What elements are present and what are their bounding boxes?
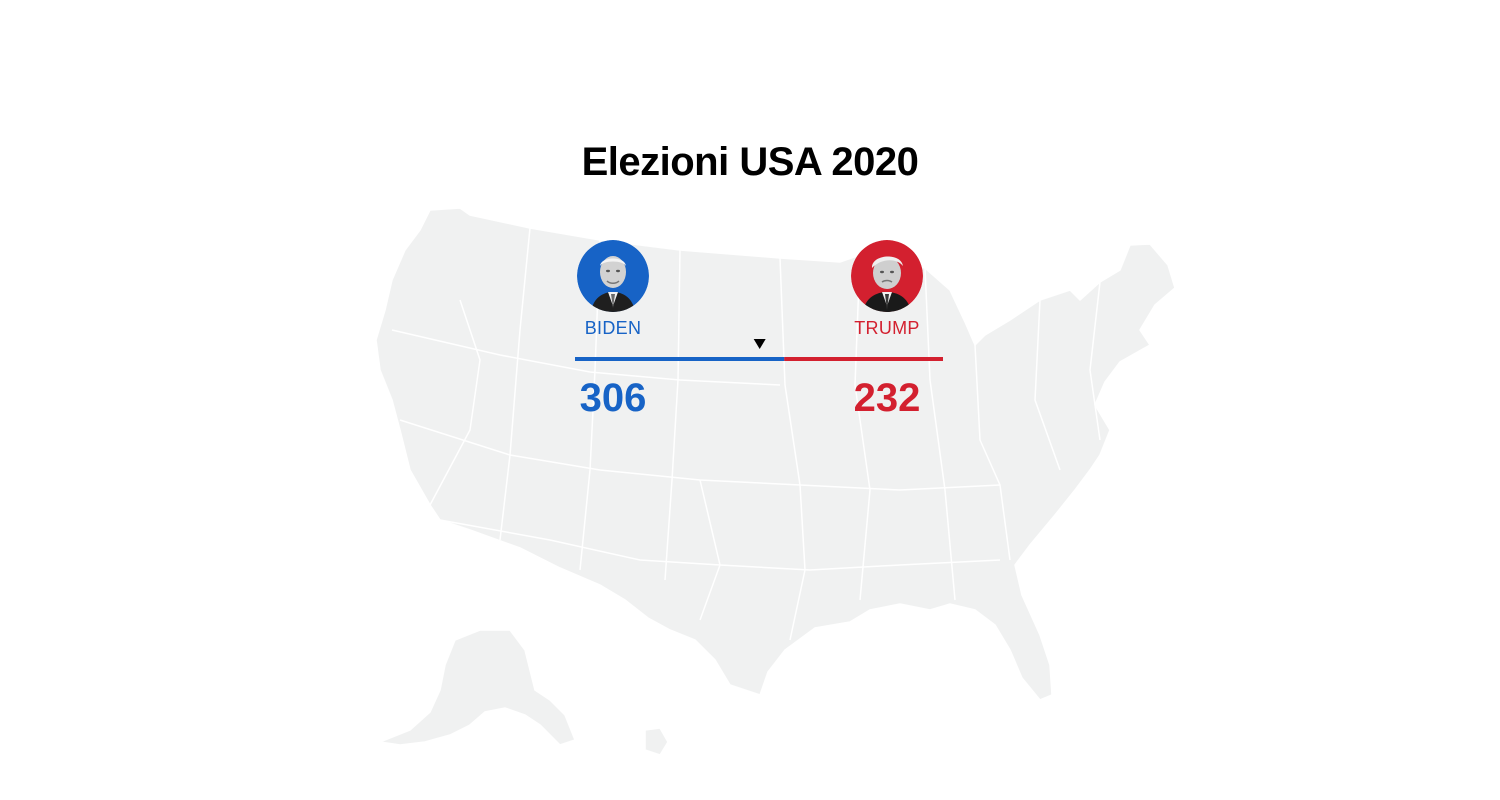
hawaii-shape — [644, 727, 669, 756]
alaska-shape — [377, 629, 576, 746]
trump-name-label: TRUMP — [854, 318, 920, 338]
trump-avatar — [851, 240, 923, 312]
bar-layer — [575, 339, 943, 361]
chart-title: Elezioni USA 2020 — [581, 140, 919, 184]
contiguous-us-shape — [375, 207, 1176, 701]
biden-votes-value: 306 — [579, 376, 647, 420]
biden-name-label: BIDEN — [584, 318, 642, 338]
trump-portrait-icon — [851, 240, 923, 312]
biden-portrait-icon — [577, 240, 649, 312]
us-map-shape — [375, 207, 1176, 756]
electoral-bar-chart — [575, 339, 943, 361]
biden-avatar — [577, 240, 649, 312]
bar-biden — [575, 357, 785, 361]
threshold-marker-icon — [753, 339, 766, 349]
trump-votes-value: 232 — [853, 376, 921, 420]
bar-trump — [784, 357, 943, 361]
state-borders — [391, 227, 1101, 641]
